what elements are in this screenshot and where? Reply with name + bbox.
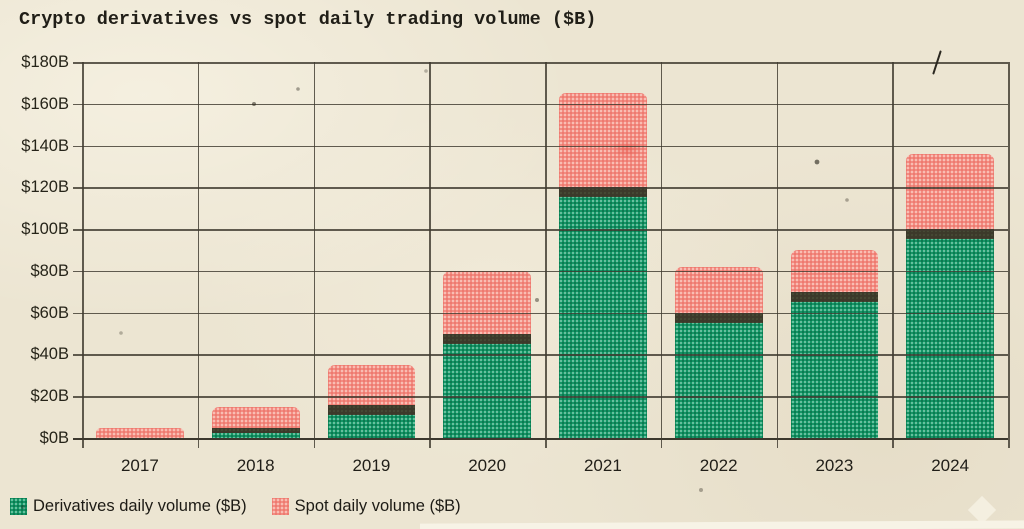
bar-group-2024	[906, 153, 994, 438]
gridline-v	[892, 62, 894, 438]
legend-item-derivatives: Derivatives daily volume ($B)	[10, 497, 247, 516]
x-axis-label: 2020	[468, 456, 507, 475]
gridline-v	[197, 62, 200, 438]
gridline-h	[73, 438, 1008, 441]
y-axis-label: $80B	[30, 261, 69, 280]
overlap-band	[790, 291, 879, 302]
y-axis-label: $140B	[21, 136, 69, 155]
gridline-h	[73, 145, 1008, 148]
x-axis-tick	[197, 438, 200, 448]
x-axis-label: 2023	[815, 456, 854, 475]
spot-bar-segment	[674, 266, 763, 313]
overlap-band	[906, 229, 994, 240]
x-axis-label: 2022	[699, 456, 738, 475]
derivatives-bar-segment	[443, 333, 531, 438]
bar-group-2020	[443, 270, 531, 438]
gridline-v	[660, 62, 663, 438]
derivatives-bar-segment	[674, 312, 763, 438]
x-axis-tick	[429, 438, 431, 448]
overlap-band	[211, 427, 300, 433]
derivatives-bar-segment	[906, 229, 994, 438]
legend: Derivatives daily volume ($B) Spot daily…	[10, 497, 461, 516]
gridline-v	[1008, 62, 1010, 438]
overlap-band	[327, 404, 416, 415]
gridline-h	[73, 229, 1008, 231]
derivatives-bar-segment	[790, 291, 879, 438]
y-axis-label: $0B	[39, 429, 69, 447]
legend-swatch-spot	[271, 498, 289, 515]
x-axis-tick	[1008, 438, 1010, 448]
gridline-h	[73, 312, 1008, 315]
gridline-h	[73, 187, 1008, 189]
x-axis-tick	[313, 438, 315, 448]
gridline-h	[73, 354, 1008, 356]
y-axis-label: $40B	[30, 345, 69, 364]
x-axis-label: 2024	[931, 456, 970, 475]
y-axis-label: $160B	[21, 94, 69, 113]
y-axis-label: $20B	[30, 387, 69, 406]
chart-title: Crypto derivatives vs spot daily trading…	[19, 9, 597, 30]
x-axis-tick	[776, 438, 778, 448]
gridline-v	[776, 62, 778, 438]
x-axis-tick	[82, 438, 84, 448]
spot-bar-segment	[443, 270, 531, 334]
x-axis-label: 2019	[352, 456, 391, 475]
gridline-v	[82, 62, 84, 438]
spot-bar-segment	[211, 406, 300, 428]
legend-item-spot: Spot daily volume ($B)	[271, 497, 461, 516]
y-axis-label: $120B	[21, 178, 69, 197]
bar-group-2023	[790, 250, 879, 438]
overlap-band	[443, 333, 531, 344]
spot-bar-segment	[906, 153, 994, 230]
x-axis-tick	[660, 438, 663, 448]
legend-label-spot: Spot daily volume ($B)	[294, 497, 461, 515]
y-axis-label: $100B	[21, 220, 69, 239]
legend-swatch-derivatives	[10, 498, 27, 515]
y-axis-label: $60B	[30, 303, 69, 322]
derivatives-bar-segment	[211, 427, 300, 438]
gridline-v	[429, 62, 431, 438]
x-axis-tick	[892, 438, 894, 448]
gridline-h	[73, 62, 1008, 64]
spot-bar-segment	[559, 93, 647, 188]
y-axis-label: $180B	[21, 53, 69, 71]
spot-bar-segment	[96, 427, 184, 438]
bar-group-2019	[327, 364, 416, 438]
overlap-band	[674, 312, 763, 323]
spot-bar-segment	[327, 364, 416, 405]
bar-group-2017	[96, 427, 184, 438]
x-axis-label: 2017	[120, 456, 159, 475]
legend-label-derivatives: Derivatives daily volume ($B)	[33, 497, 247, 515]
x-axis-tick	[545, 438, 547, 448]
gridline-h	[73, 103, 1008, 106]
x-axis-label: 2021	[583, 456, 622, 475]
bar-group-2022	[674, 266, 763, 438]
gridline-v	[545, 62, 547, 438]
x-axis-label: 2018	[236, 456, 275, 475]
gridline-h	[73, 270, 1008, 273]
gridline-h	[73, 396, 1008, 398]
overlap-band	[559, 187, 647, 198]
gridline-v	[313, 62, 315, 438]
bar-group-2018	[211, 406, 300, 438]
ink-smudge	[612, 140, 642, 158]
